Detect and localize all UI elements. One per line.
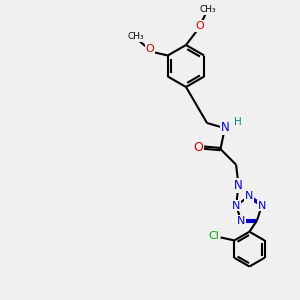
Text: N: N [220,121,230,134]
Text: N: N [234,179,243,192]
Text: O: O [146,44,154,54]
Text: N: N [237,216,245,226]
Text: N: N [232,200,240,211]
Text: O: O [195,21,204,31]
Text: N: N [258,200,266,211]
Text: H: H [234,117,242,127]
Text: CH₃: CH₃ [128,32,144,41]
Text: CH₃: CH₃ [200,5,216,14]
Text: Cl: Cl [208,231,219,241]
Text: O: O [193,141,203,154]
Text: N: N [245,191,253,201]
